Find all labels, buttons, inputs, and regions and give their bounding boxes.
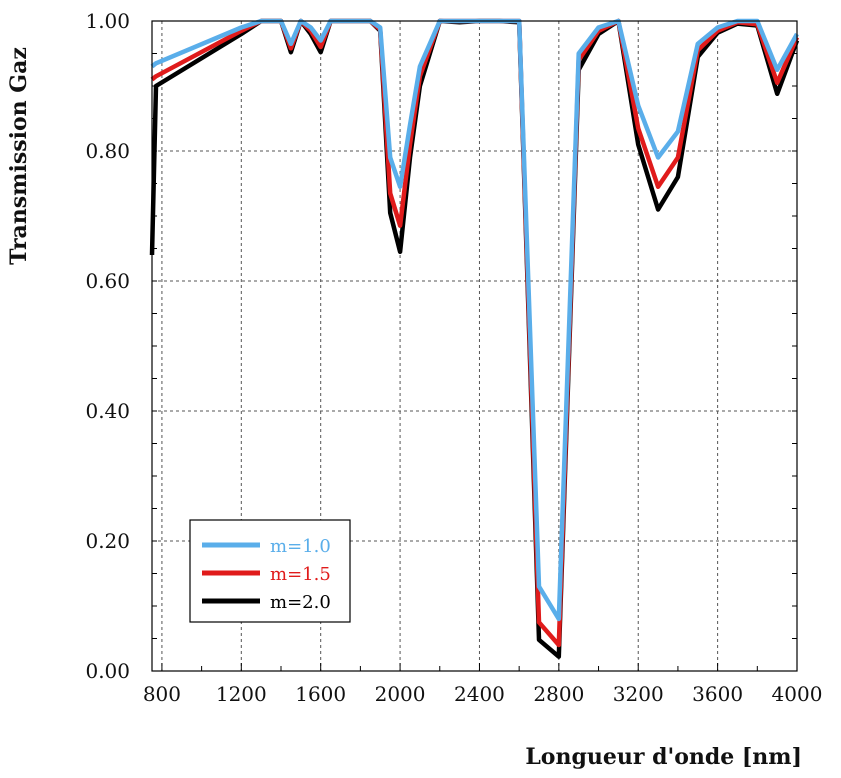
x-tick-labels: 800 1200 1600 2000 2400 2800 3200 3600 4000 bbox=[143, 682, 823, 706]
x-tick-label: 3200 bbox=[613, 682, 664, 706]
y-tick-label: 0.80 bbox=[85, 139, 130, 163]
x-tick-label: 800 bbox=[143, 682, 181, 706]
y-tick-label: 0.00 bbox=[85, 659, 130, 683]
plot-frame bbox=[151, 20, 798, 672]
y-tick-labels: 0.00 0.20 0.40 0.60 0.80 1.00 bbox=[85, 9, 130, 683]
x-tick-label: 1200 bbox=[216, 682, 267, 706]
legend-label: m=1.5 bbox=[270, 564, 331, 585]
y-tick-label: 1.00 bbox=[85, 9, 130, 33]
x-axis-title: Longueur d'onde [nm] bbox=[525, 744, 802, 770]
x-tick-label: 4000 bbox=[772, 682, 823, 706]
legend-label: m=1.0 bbox=[270, 536, 331, 557]
x-tick-label: 2400 bbox=[454, 682, 505, 706]
x-tick-label: 3600 bbox=[692, 682, 743, 706]
legend: m=1.0 m=1.5 m=2.0 bbox=[189, 519, 351, 623]
x-tick-label: 2800 bbox=[533, 682, 584, 706]
y-tick-label: 0.60 bbox=[85, 269, 130, 293]
x-tick-label: 2000 bbox=[375, 682, 426, 706]
legend-label: m=2.0 bbox=[270, 592, 331, 613]
y-axis-title: Transmission Gaz bbox=[6, 47, 32, 265]
y-tick-label: 0.40 bbox=[85, 399, 130, 423]
y-tick-label: 0.20 bbox=[85, 529, 130, 553]
x-tick-label: 1600 bbox=[295, 682, 346, 706]
